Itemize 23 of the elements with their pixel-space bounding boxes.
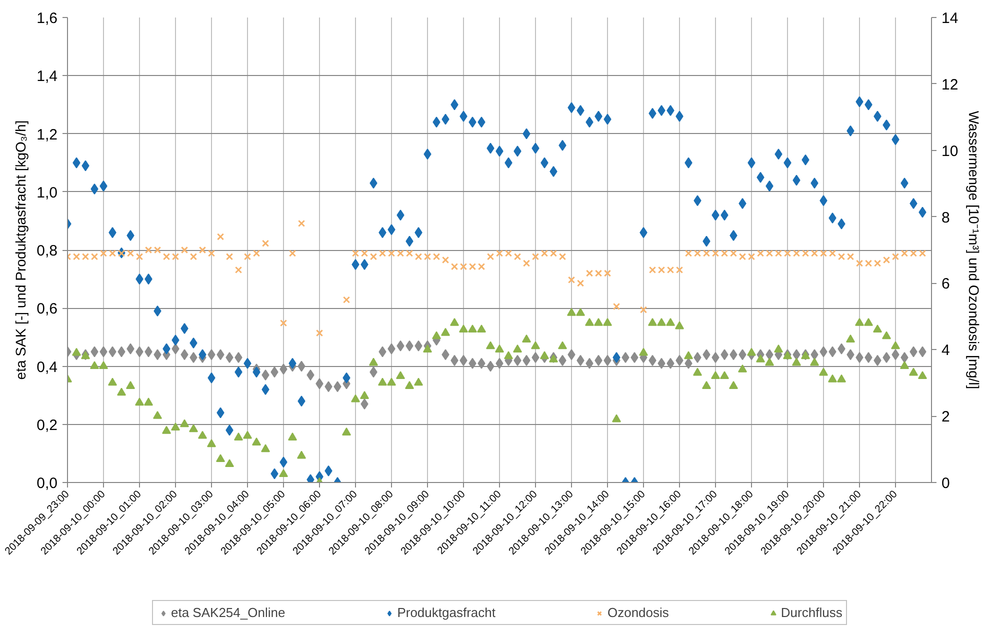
y2-tick-label: 0 — [942, 475, 950, 492]
y-tick-label: 0,6 — [36, 300, 58, 318]
y-axis-title: eta SAK [-] und Produktgasfracht [kgO₃/h] — [12, 120, 29, 380]
y-tick-label: 1,4 — [36, 68, 58, 86]
y-tick-label: 1,6 — [36, 10, 58, 27]
y-tick-label: 0,8 — [36, 242, 58, 260]
y2-axis-title: Wassermenge [10⁻¹m³] und Ozondosis [mg/l] — [966, 110, 982, 390]
y-tick-label: 1,0 — [36, 184, 58, 202]
y-tick-label: 0,2 — [36, 416, 58, 434]
y-tick-label: 0,0 — [36, 475, 58, 492]
y2-tick-label: 12 — [942, 76, 958, 94]
legend-label: Durchfluss — [780, 605, 842, 620]
y2-tick-label: 2 — [942, 408, 950, 426]
legend-label: Produktgasfracht — [397, 605, 496, 620]
y2-tick-label: 8 — [942, 209, 950, 226]
legend-label: eta SAK254_Online — [171, 605, 286, 620]
y-tick-label: 1,2 — [36, 126, 58, 144]
y2-tick-label: 6 — [942, 276, 950, 293]
y2-tick-label: 4 — [942, 342, 950, 360]
y2-tick-label: 10 — [942, 142, 958, 160]
y2-tick-label: 14 — [942, 10, 958, 27]
y-tick-label: 0,4 — [36, 358, 58, 376]
legend-label: Ozondosis — [607, 605, 669, 620]
